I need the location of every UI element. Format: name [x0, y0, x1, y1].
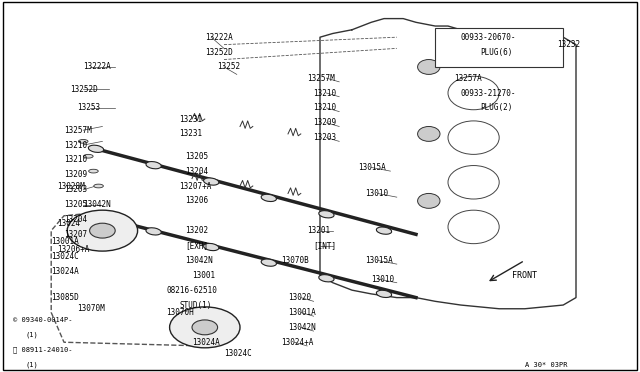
Text: 13205: 13205	[186, 152, 209, 161]
Text: 13209: 13209	[64, 170, 87, 179]
Ellipse shape	[88, 212, 104, 219]
Text: [INT]: [INT]	[314, 241, 337, 250]
Text: 13020: 13020	[288, 293, 311, 302]
Text: 13210: 13210	[64, 141, 87, 150]
Text: [EXH]: [EXH]	[186, 241, 209, 250]
Ellipse shape	[204, 243, 219, 251]
Ellipse shape	[319, 211, 334, 218]
Text: 13204: 13204	[64, 215, 87, 224]
Text: 13070H: 13070H	[166, 308, 194, 317]
Text: 13257M: 13257M	[64, 126, 92, 135]
Text: © 09340-0014P-: © 09340-0014P-	[13, 317, 72, 323]
Text: 13252: 13252	[218, 62, 241, 71]
Text: 13042N: 13042N	[288, 323, 316, 332]
Text: 13207: 13207	[64, 230, 87, 239]
Text: (1): (1)	[26, 331, 38, 338]
Text: 13024+A: 13024+A	[282, 338, 314, 347]
Ellipse shape	[204, 178, 219, 185]
Text: 13085D: 13085D	[51, 293, 79, 302]
Text: 13210: 13210	[314, 103, 337, 112]
Circle shape	[170, 307, 240, 348]
Text: 13070M: 13070M	[77, 304, 104, 313]
Text: 13010: 13010	[365, 189, 388, 198]
Text: 13028M: 13028M	[58, 182, 85, 190]
Text: 13042N: 13042N	[83, 200, 111, 209]
Text: 13210: 13210	[64, 155, 87, 164]
Ellipse shape	[376, 227, 392, 234]
Text: 13024A: 13024A	[51, 267, 79, 276]
Text: FRONT: FRONT	[512, 271, 537, 280]
Ellipse shape	[79, 140, 88, 143]
Text: 13015A: 13015A	[365, 256, 392, 265]
Text: 13024C: 13024C	[224, 349, 252, 358]
Text: 13042N: 13042N	[186, 256, 213, 265]
Text: 13257M: 13257M	[307, 74, 335, 83]
Ellipse shape	[417, 193, 440, 208]
Text: 13015A: 13015A	[358, 163, 386, 172]
Ellipse shape	[417, 126, 440, 141]
Ellipse shape	[261, 194, 276, 202]
Text: 13024A: 13024A	[192, 338, 220, 347]
Text: 13203: 13203	[64, 185, 87, 194]
Circle shape	[192, 320, 218, 335]
Text: A 30* 03PR: A 30* 03PR	[525, 362, 567, 368]
Text: 13202: 13202	[186, 226, 209, 235]
Text: 13024: 13024	[58, 219, 81, 228]
Text: PLUG(2): PLUG(2)	[480, 103, 513, 112]
Text: ⓝ 08911-24010-: ⓝ 08911-24010-	[13, 346, 72, 353]
Ellipse shape	[146, 228, 161, 235]
Text: 13210: 13210	[314, 89, 337, 97]
Text: 13232: 13232	[557, 40, 580, 49]
Text: 13257A: 13257A	[454, 74, 482, 83]
Text: 13001A: 13001A	[288, 308, 316, 317]
Text: 00933-20670-: 00933-20670-	[461, 33, 516, 42]
Text: 13231: 13231	[179, 129, 202, 138]
Text: 13252D: 13252D	[70, 85, 98, 94]
Circle shape	[90, 223, 115, 238]
Text: 13207+A: 13207+A	[179, 182, 212, 190]
Ellipse shape	[376, 290, 392, 298]
Text: PLUG(6): PLUG(6)	[480, 48, 513, 57]
FancyBboxPatch shape	[435, 28, 563, 67]
Text: 00933-21270-: 00933-21270-	[461, 89, 516, 97]
Ellipse shape	[146, 161, 161, 169]
Text: 08216-62510: 08216-62510	[166, 286, 217, 295]
Text: 13222A: 13222A	[83, 62, 111, 71]
Text: 13209: 13209	[314, 118, 337, 127]
Text: 13206+A: 13206+A	[58, 245, 90, 254]
Ellipse shape	[84, 154, 93, 158]
Text: 13253: 13253	[77, 103, 100, 112]
Text: (1): (1)	[26, 361, 38, 368]
Text: 13201: 13201	[307, 226, 330, 235]
Ellipse shape	[319, 275, 334, 282]
Text: 13001: 13001	[192, 271, 215, 280]
Ellipse shape	[89, 169, 99, 173]
Text: 13010: 13010	[371, 275, 394, 283]
Text: 13206: 13206	[186, 196, 209, 205]
Text: 13203: 13203	[314, 133, 337, 142]
Text: 13231: 13231	[179, 115, 202, 124]
Text: 13205: 13205	[64, 200, 87, 209]
Text: 13222A: 13222A	[205, 33, 232, 42]
Text: 13252D: 13252D	[205, 48, 232, 57]
Ellipse shape	[94, 184, 104, 188]
Text: 13070B: 13070B	[282, 256, 309, 265]
Ellipse shape	[88, 145, 104, 153]
Ellipse shape	[261, 259, 276, 266]
Text: STUD(1): STUD(1)	[179, 301, 212, 310]
Text: 13001A: 13001A	[51, 237, 79, 246]
Ellipse shape	[417, 60, 440, 74]
Circle shape	[67, 210, 138, 251]
Text: 13204: 13204	[186, 167, 209, 176]
Text: 13024C: 13024C	[51, 252, 79, 261]
